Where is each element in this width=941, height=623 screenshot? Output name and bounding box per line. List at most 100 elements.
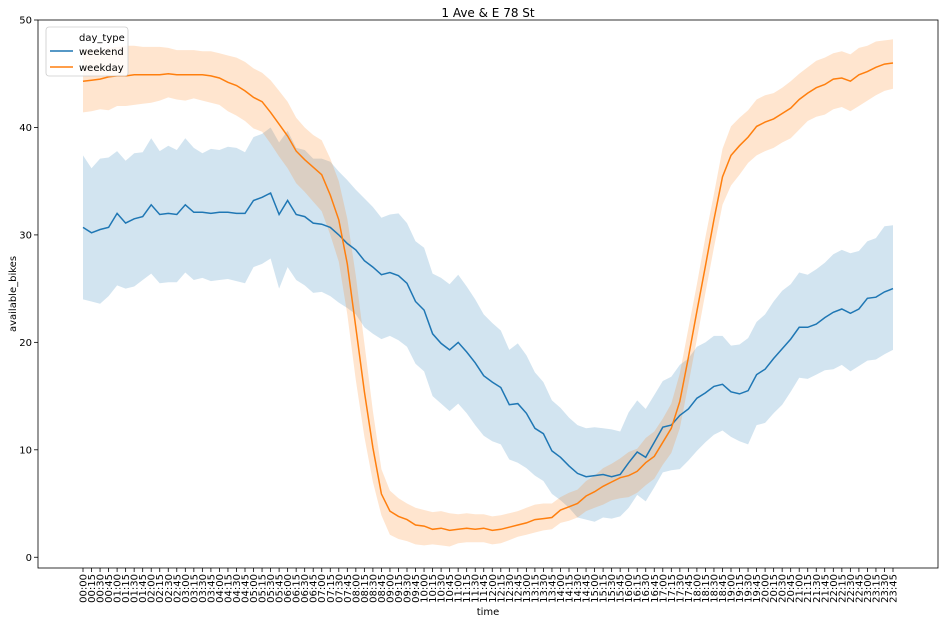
x-tick-label: 19:45 <box>752 574 763 603</box>
x-tick-label: 04:00 <box>215 574 226 603</box>
legend-box <box>45 26 129 77</box>
x-tick-label: 09:15 <box>394 574 405 603</box>
x-tick-label: 23:45 <box>889 574 900 603</box>
x-tick-label: 08:15 <box>360 574 371 603</box>
x-tick-label: 07:30 <box>334 574 345 603</box>
x-tick-label: 20:45 <box>786 574 797 603</box>
x-tick-label: 09:00 <box>385 574 396 603</box>
x-tick-label: 03:30 <box>198 574 209 603</box>
x-tick-label: 06:30 <box>300 574 311 603</box>
x-tick-label: 04:15 <box>223 574 234 603</box>
x-tick-label: 23:00 <box>863 574 874 603</box>
x-tick-label: 20:15 <box>769 574 780 603</box>
x-tick-label: 05:00 <box>249 574 260 603</box>
x-tick-label: 11:30 <box>471 574 482 603</box>
x-tick-label: 05:30 <box>266 574 277 603</box>
x-tick-label: 02:45 <box>172 574 183 603</box>
x-tick-label: 01:00 <box>113 574 124 603</box>
series-line-weekday <box>82 62 894 532</box>
y-tick-label: 0 <box>26 553 32 564</box>
x-tick-label: 00:30 <box>96 574 107 603</box>
y-axis-title: available_bikes <box>8 256 19 332</box>
x-tick-label: 12:30 <box>505 574 516 603</box>
x-tick-label: 21:00 <box>795 574 806 603</box>
x-tick-label: 04:30 <box>232 574 243 603</box>
x-tick-label: 15:00 <box>590 574 601 603</box>
y-axis: 0 10 20 30 40 50 <box>19 16 38 564</box>
x-tick-label: 11:15 <box>462 574 473 603</box>
x-tick-label: 06:45 <box>309 574 320 603</box>
x-tick-label: 13:15 <box>530 574 541 603</box>
x-tick-label: 12:15 <box>496 574 507 603</box>
x-tick-label: 18:15 <box>701 574 712 603</box>
x-tick-label: 07:00 <box>317 574 328 603</box>
y-tick-label: 40 <box>19 123 32 134</box>
x-tick-label: 10:45 <box>445 574 456 603</box>
x-tick-label: 11:45 <box>479 574 490 603</box>
x-tick-label: 07:45 <box>343 574 354 603</box>
x-tick-label: 14:30 <box>573 574 584 603</box>
x-tick-label: 17:15 <box>667 574 678 603</box>
x-tick-label: 22:15 <box>837 574 848 603</box>
x-axis: 00:0000:1500:3000:4501:0001:1501:3001:45… <box>79 568 900 603</box>
legend-title: day_type <box>79 33 125 44</box>
x-tick-label: 14:15 <box>565 574 576 603</box>
x-tick-label: 03:00 <box>181 574 192 603</box>
plot-frame <box>37 19 939 569</box>
x-tick-label: 04:45 <box>241 574 252 603</box>
x-tick-label: 01:15 <box>121 574 132 603</box>
chart-title: 1 Ave & E 78 St <box>441 6 535 20</box>
x-tick-label: 01:45 <box>138 574 149 603</box>
x-tick-label: 00:45 <box>104 574 115 603</box>
legend-label-weekday: weekday <box>79 63 124 74</box>
x-tick-label: 17:45 <box>684 574 695 603</box>
x-tick-label: 06:00 <box>283 574 294 603</box>
confidence-band-weekday <box>83 39 893 547</box>
x-tick-label: 16:15 <box>633 574 644 603</box>
x-tick-label: 21:45 <box>820 574 831 603</box>
x-tick-label: 05:45 <box>275 574 286 603</box>
x-tick-label: 10:00 <box>420 574 431 603</box>
x-tick-label: 03:15 <box>189 574 200 603</box>
plot-area <box>82 39 894 547</box>
x-tick-label: 13:00 <box>522 574 533 603</box>
x-tick-label: 20:30 <box>778 574 789 603</box>
x-tick-label: 17:00 <box>658 574 669 603</box>
x-tick-label: 00:15 <box>87 574 98 603</box>
x-tick-label: 15:45 <box>616 574 627 603</box>
y-tick-label: 20 <box>19 338 32 349</box>
x-tick-label: 15:30 <box>607 574 618 603</box>
x-tick-label: 18:00 <box>692 574 703 603</box>
series-line-weekend <box>82 191 894 478</box>
x-tick-label: 19:30 <box>744 574 755 603</box>
x-tick-label: 15:15 <box>599 574 610 603</box>
x-tick-label: 07:15 <box>326 574 337 603</box>
x-tick-label: 02:30 <box>164 574 175 603</box>
x-tick-label: 23:30 <box>880 574 891 603</box>
x-tick-label: 16:45 <box>650 574 661 603</box>
x-tick-label: 23:15 <box>871 574 882 603</box>
x-axis-title: time <box>477 607 500 618</box>
x-tick-label: 10:30 <box>437 574 448 603</box>
x-tick-label: 09:30 <box>403 574 414 603</box>
x-tick-label: 20:00 <box>761 574 772 603</box>
x-tick-label: 08:00 <box>351 574 362 603</box>
x-tick-label: 08:30 <box>368 574 379 603</box>
x-tick-label: 06:15 <box>292 574 303 603</box>
y-tick-label: 30 <box>19 230 32 241</box>
x-tick-label: 17:30 <box>675 574 686 603</box>
x-tick-label: 11:00 <box>454 574 465 603</box>
x-tick-label: 12:45 <box>513 574 524 603</box>
x-tick-label: 13:30 <box>539 574 550 603</box>
x-tick-label: 22:00 <box>829 574 840 603</box>
x-tick-label: 21:15 <box>803 574 814 603</box>
x-tick-label: 19:00 <box>727 574 738 603</box>
x-tick-label: 09:45 <box>411 574 422 603</box>
x-tick-label: 02:00 <box>147 574 158 603</box>
x-tick-label: 03:45 <box>206 574 217 603</box>
y-tick-label: 10 <box>19 445 32 456</box>
x-tick-label: 21:30 <box>812 574 823 603</box>
x-tick-label: 22:45 <box>854 574 865 603</box>
legend: day_type weekend weekday <box>45 26 129 77</box>
